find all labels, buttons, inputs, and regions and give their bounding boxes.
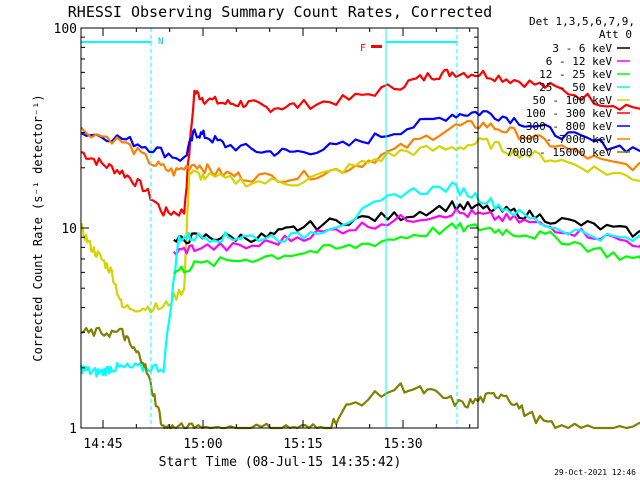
x-tick-label-0: 14:45 — [83, 437, 122, 452]
flag-marker-bar — [371, 45, 382, 48]
series-line-2 — [80, 119, 640, 183]
chart-title: RHESSI Observing Summary Count Rates, Co… — [68, 3, 492, 21]
legend-header-line-2: Att 0 — [599, 28, 632, 41]
legend-entry-label-4: 50 - 100 keV — [533, 94, 613, 107]
legend-entry-label-3: 25 - 50 keV — [539, 81, 612, 94]
y-axis-label: Corrected Count Rate (s⁻¹ detector⁻¹) — [31, 94, 45, 361]
legend-entry-label-1: 6 - 12 keV — [546, 55, 613, 68]
series-line-3 — [80, 137, 640, 314]
series-line-5 — [172, 208, 640, 256]
timestamp-label: 29-Oct-2021 12:46 — [554, 468, 636, 477]
flag-marker-label: F — [360, 43, 366, 54]
series-line-6 — [79, 181, 640, 378]
legend-entry-label-5: 100 - 300 keV — [526, 107, 612, 120]
x-tick-label-2: 15:15 — [283, 437, 322, 452]
night-marker-label: N — [158, 37, 163, 47]
series-line-0 — [80, 68, 640, 217]
legend-entry-label-0: 3 - 6 keV — [552, 42, 612, 55]
legend-header-line-1: Det 1,3,5,6,7,9, — [529, 15, 635, 28]
y-tick-label-0: 1 — [69, 422, 77, 437]
x-axis-label: Start Time (08-Jul-15 14:35:42) — [159, 455, 402, 470]
annotation-layer: NF — [81, 28, 458, 428]
legend-entry-label-6: 300 - 800 keV — [526, 120, 612, 133]
x-tick-label-1: 15:00 — [183, 437, 222, 452]
series-line-1 — [80, 110, 640, 162]
legend-entry-label-2: 12 - 25 keV — [539, 68, 612, 81]
y-tick-label-1: 10 — [61, 222, 77, 237]
axis-layer: 14:45 15:00 15:15 15:30 1 10 100 — [54, 22, 478, 452]
legend-entry-label-8: 7000 - 15000 keV — [506, 146, 612, 159]
y-tick-label-2: 100 — [54, 22, 77, 37]
x-tick-label-3: 15:30 — [383, 437, 422, 452]
series-line-7 — [173, 222, 640, 275]
legend-entry-label-7: 800 - 7000 keV — [519, 133, 612, 146]
